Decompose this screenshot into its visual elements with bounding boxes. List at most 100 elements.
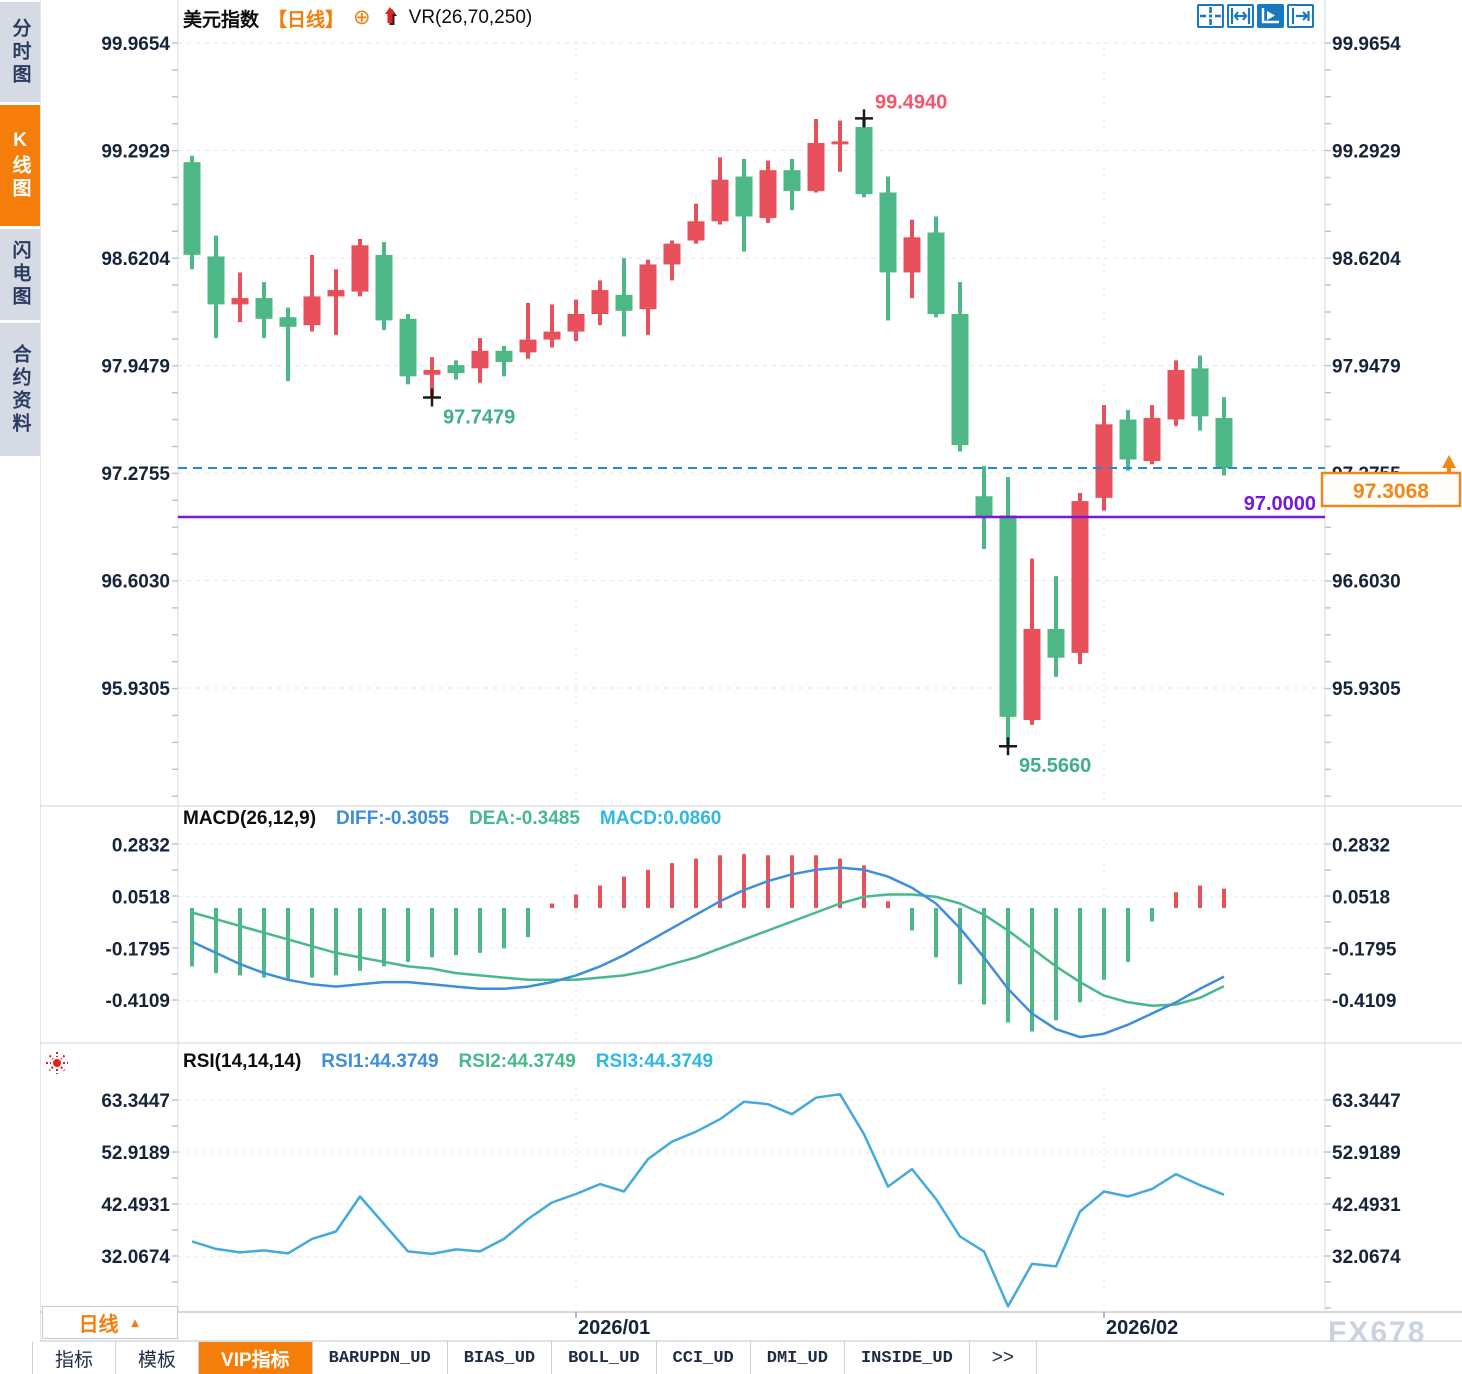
- candle: [1095, 424, 1113, 498]
- auto-scale-button[interactable]: [1257, 4, 1284, 28]
- price-annotation: 97.7479: [443, 406, 515, 428]
- svg-text:96.6030: 96.6030: [101, 571, 170, 592]
- candle: [951, 314, 969, 446]
- svg-text:32.0674: 32.0674: [1332, 1247, 1401, 1268]
- tab-BIAS_UD[interactable]: BIAS_UD: [447, 1342, 553, 1374]
- svg-text:95.9305: 95.9305: [101, 679, 170, 700]
- candle: [567, 314, 585, 332]
- tab-VIP指标[interactable]: VIP指标: [199, 1342, 313, 1374]
- svg-text:-0.1795: -0.1795: [1332, 939, 1397, 960]
- overlay-indicator-label[interactable]: VR(26,70,250): [408, 7, 533, 28]
- add-indicator-icon[interactable]: ⊕: [353, 6, 371, 29]
- chart-toolbar: [1197, 4, 1314, 28]
- candle: [255, 298, 273, 319]
- rsi-panel: [191, 1092, 1225, 1308]
- candle: [591, 290, 609, 315]
- svg-text:96.6030: 96.6030: [1332, 571, 1401, 592]
- candle: [999, 515, 1017, 717]
- candle: [807, 142, 825, 191]
- rsi1-value: RSI1:44.3749: [321, 1051, 439, 1072]
- candle: [615, 294, 633, 311]
- candle: [207, 256, 225, 305]
- svg-text:99.9654: 99.9654: [1332, 34, 1401, 55]
- candle: [1047, 628, 1065, 658]
- tab->>[interactable]: >>: [969, 1342, 1037, 1374]
- x-axis-label: 2026/02: [1106, 1317, 1178, 1339]
- sidebar: 分时图 K线图 闪电图 合约资料: [0, 0, 40, 1374]
- tab-CCI_UD[interactable]: CCI_UD: [656, 1342, 751, 1374]
- candle: [519, 339, 537, 353]
- candle: [1191, 368, 1209, 417]
- tab-指标[interactable]: 指标: [32, 1342, 117, 1374]
- svg-text:-0.4109: -0.4109: [1332, 991, 1396, 1012]
- svg-text:63.3447: 63.3447: [101, 1091, 170, 1112]
- svg-text:-0.4109: -0.4109: [106, 991, 170, 1012]
- macd-macd-value: MACD:0.0860: [599, 808, 722, 829]
- sidebar-item-1[interactable]: 分时图: [0, 2, 40, 102]
- up-arrow-icon: [380, 4, 400, 33]
- svg-text:95.9305: 95.9305: [1332, 679, 1401, 700]
- rsi2-value: RSI2:44.3749: [458, 1051, 576, 1072]
- svg-text:42.4931: 42.4931: [1332, 1195, 1401, 1216]
- svg-text:97.9479: 97.9479: [1332, 356, 1401, 377]
- chart-canvas[interactable]: 99.9654 99.9654 99.2929 99.2929 98.6204 98.62…: [40, 0, 1462, 1374]
- candle: [375, 254, 393, 321]
- tab-INSIDE_UD[interactable]: INSIDE_UD: [844, 1342, 970, 1374]
- candle: [183, 162, 201, 255]
- tab-DMI_UD[interactable]: DMI_UD: [750, 1342, 845, 1374]
- svg-text:32.0674: 32.0674: [101, 1247, 170, 1268]
- sidebar-item-4[interactable]: 合约资料: [0, 323, 40, 456]
- candle: [855, 126, 873, 195]
- candle: [783, 170, 801, 191]
- candle: [663, 243, 681, 265]
- candle: [1167, 369, 1185, 420]
- candlestick-panel: [183, 118, 1233, 746]
- tab-模板[interactable]: 模板: [116, 1342, 200, 1374]
- price-annotation: 99.4940: [875, 91, 947, 113]
- svg-text:0.0518: 0.0518: [112, 887, 170, 908]
- indicator-settings-icon[interactable]: [44, 1049, 70, 1082]
- svg-text:63.3447: 63.3447: [1332, 1091, 1401, 1112]
- fit-width-button[interactable]: [1227, 4, 1254, 28]
- chart-title-row: 美元指数 【日线】 ⊕ VR(26,70,250): [183, 4, 532, 32]
- crosshair-button[interactable]: [1197, 4, 1224, 28]
- indicator-tab-bar: 指标 模板 VIP指标 BARUPDN_UD BIAS_UD BOLL_UD CCI_UD D…: [32, 1342, 1037, 1374]
- tab-BOLL_UD[interactable]: BOLL_UD: [552, 1342, 657, 1374]
- rsi-name[interactable]: RSI(14,14,14): [183, 1051, 302, 1072]
- macd-name[interactable]: MACD(26,12,9): [183, 808, 317, 829]
- macd-diff-value: DIFF:-0.3055: [336, 808, 450, 829]
- svg-text:0.0518: 0.0518: [1332, 887, 1390, 908]
- candle: [1023, 628, 1041, 721]
- svg-text:52.9189: 52.9189: [101, 1143, 170, 1164]
- candle: [351, 245, 369, 292]
- axis-labels: 99.9654 99.9654 99.2929 99.2929 98.6204 98.62…: [101, 34, 1401, 1268]
- svg-text:0.2832: 0.2832: [112, 835, 170, 856]
- svg-text:42.4931: 42.4931: [101, 1195, 170, 1216]
- period-selector[interactable]: 日线 ▲: [42, 1306, 178, 1339]
- svg-text:97.9479: 97.9479: [101, 356, 170, 377]
- symbol-title: 美元指数: [183, 9, 260, 31]
- macd-header: MACD(26,12,9) DIFF:-0.3055 DEA:-0.3485 M…: [183, 808, 721, 830]
- candle: [1215, 417, 1233, 468]
- support-line-label: 97.0000: [1244, 493, 1316, 515]
- svg-text:0.2832: 0.2832: [1332, 835, 1390, 856]
- pan-right-button[interactable]: [1287, 4, 1314, 28]
- candle: [735, 176, 753, 217]
- candle: [1143, 417, 1161, 462]
- chart-background: [40, 0, 1462, 1374]
- sidebar-item-2[interactable]: K线图: [0, 105, 40, 226]
- candle: [447, 365, 465, 374]
- svg-text:-0.1795: -0.1795: [106, 939, 171, 960]
- candle: [423, 369, 441, 375]
- candle: [231, 298, 249, 305]
- candle: [759, 170, 777, 219]
- period-label: 日线: [78, 1314, 119, 1336]
- rsi3-value: RSI3:44.3749: [595, 1051, 714, 1072]
- svg-text:99.2929: 99.2929: [1332, 141, 1401, 162]
- candle: [687, 221, 705, 241]
- sidebar-item-3[interactable]: 闪电图: [0, 229, 40, 320]
- svg-text:98.6204: 98.6204: [1332, 249, 1401, 270]
- candle: [927, 232, 945, 315]
- svg-text:99.2929: 99.2929: [101, 141, 170, 162]
- tab-BARUPDN_UD[interactable]: BARUPDN_UD: [312, 1342, 448, 1374]
